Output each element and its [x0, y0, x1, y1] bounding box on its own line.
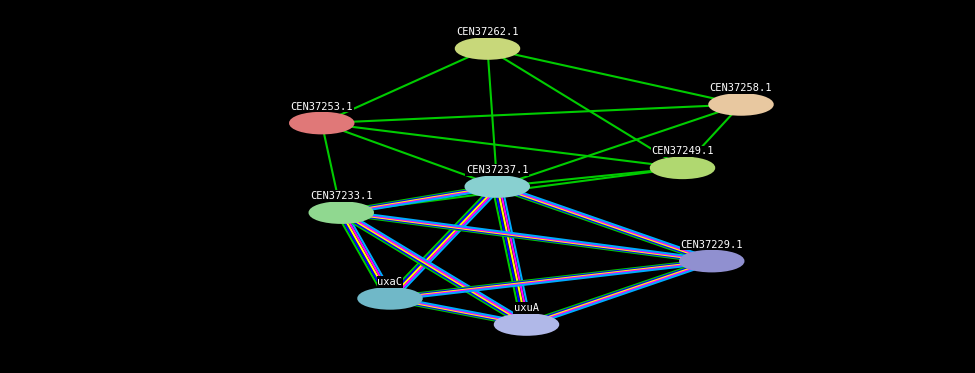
Ellipse shape: [310, 202, 372, 223]
Text: CEN37249.1: CEN37249.1: [651, 146, 714, 156]
Text: CEN37237.1: CEN37237.1: [466, 165, 528, 175]
Ellipse shape: [710, 94, 772, 115]
Text: uxuA: uxuA: [514, 303, 539, 313]
Text: CEN37233.1: CEN37233.1: [310, 191, 372, 201]
Ellipse shape: [456, 38, 519, 59]
Text: CEN37262.1: CEN37262.1: [456, 27, 519, 37]
Ellipse shape: [651, 157, 714, 178]
Text: uxaC: uxaC: [377, 277, 403, 287]
Ellipse shape: [291, 113, 353, 133]
Ellipse shape: [359, 288, 421, 309]
Text: CEN37229.1: CEN37229.1: [681, 239, 743, 250]
Ellipse shape: [466, 176, 528, 197]
Ellipse shape: [681, 251, 743, 272]
Text: CEN37253.1: CEN37253.1: [291, 101, 353, 112]
Text: CEN37258.1: CEN37258.1: [710, 83, 772, 93]
Ellipse shape: [494, 314, 558, 335]
